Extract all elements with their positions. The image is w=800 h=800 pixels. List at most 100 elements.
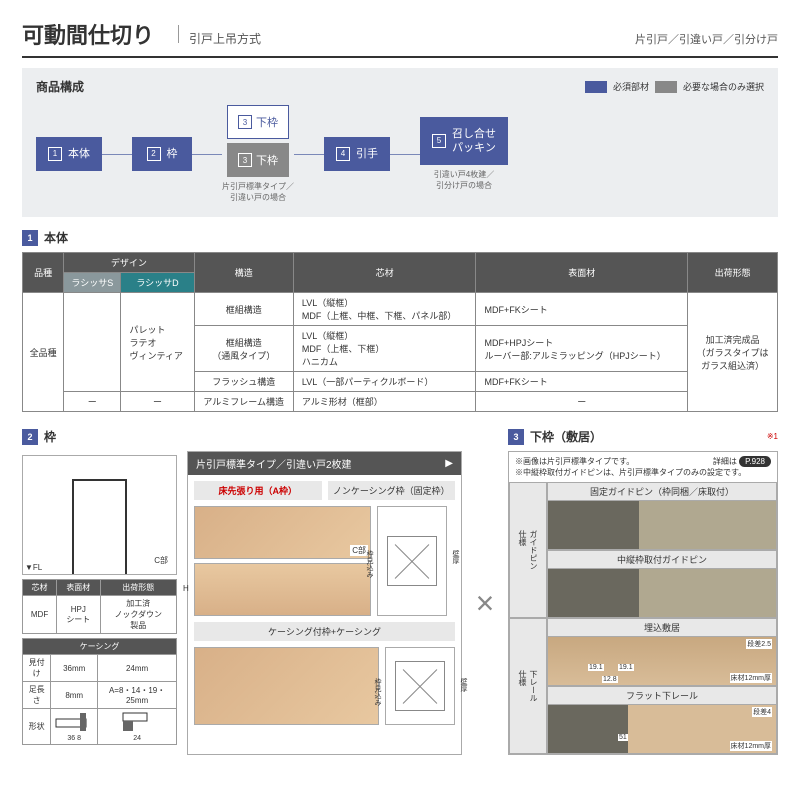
wood-sample-top: C部 [194,506,371,559]
section-2-heading: 2 枠 [22,428,56,445]
th-design: デザイン [64,253,194,273]
composition-heading: 商品構成 [36,78,84,95]
sill-cell-3: 埋込敷居 段差2.5 19.1 19.1 12.8 床材12mm厚 [547,618,777,686]
flow-node-3b: 3下枠 [227,143,289,177]
cell-structure-3: アルミフレーム構造 [194,392,293,412]
page-title: 可動間仕切り [22,18,154,50]
th-structure: 構造 [194,253,293,293]
sill-photo-1 [548,501,776,549]
ref-mark: ※1 [767,432,778,441]
cell-core-3: アルミ形材（框部） [293,392,476,412]
cell-structure-2: フラッシュ構造 [194,372,293,392]
wood-sample-h: H [194,563,371,616]
composition-heading-row: 商品構成 必須部材 必要な場合のみ選択 [36,78,764,95]
spec-table: 品種 デザイン 構造 芯材 表面材 出荷形態 ラシッサS ラシッサD 全品種 パ… [22,252,778,412]
th-design-s: ラシッサS [64,273,121,293]
cell-surface-0: MDF+FKシート [476,293,688,326]
sill-grid: ガイドピン 仕様 固定ガイドピン（枠同梱／床取付） 中縦枠取付ガイドピン 下レー… [509,482,777,754]
door-figure: ▼FL C部 [22,455,177,575]
wood-sample-casing [194,647,379,725]
sill-diagram-4: 段差4 51 床材12mm厚 [548,705,776,753]
header-variants: 片引戸／引違い戸／引分け戸 [635,31,778,47]
rowhead-guidepin: ガイドピン 仕様 [509,482,547,618]
sill-cell-1: 固定ガイドピン（枠同梱／床取付） [547,482,777,550]
mini-table-1: 芯材表面材出荷形態 MDFHPJ シート加工済 ノックダウン 製品 [22,579,177,634]
cell-product: 全品種 [23,293,64,412]
page-ref-pill: P.928 [739,456,771,467]
cell-design-d-dash: ー [121,392,194,412]
cell-core-1: LVL（縦框） MDF（上框、下框） ハニカム [293,326,476,372]
shape-fig-2: 24 [98,709,177,745]
section-num-1: 1 [22,230,38,246]
section-3-heading: 3 下枠（敷居） ※1 [508,428,778,445]
cell-surface-3: ー [476,392,688,412]
section-1-heading: 1 本体 [22,229,778,246]
flow-connector [294,154,324,155]
th-surface: 表面材 [476,253,688,293]
legend-label-optional: 必要な場合のみ選択 [683,80,764,93]
flow-connector [102,154,132,155]
composition-panel: 商品構成 必須部材 必要な場合のみ選択 1本体 2枠 3下枠 3下枠 [22,68,778,217]
sill-diagram-3: 段差2.5 19.1 19.1 12.8 床材12mm厚 [548,637,776,685]
rowhead-rail: 下レール 仕様 [509,618,547,754]
cell-surface-1: MDF+HPJシート ルーバー部:アルミラッピング（HPJシート） [476,326,688,372]
flow-node-2: 2枠 [132,137,192,171]
sill-cell-4: フラット下レール 段差4 51 床材12mm厚 [547,686,777,754]
flow-connector [192,154,222,155]
title-divider [178,25,179,43]
flow-last-note: 引違い戸4枚建／ 引分け戸の場合 [434,169,494,191]
section-num-3: 3 [508,429,524,445]
cell-core-2: LVL（一部パーティクルボード） [293,372,476,392]
mid-panel-header: 片引戸標準タイプ／引違い戸2枚建 ▶ [188,452,461,475]
th-design-d: ラシッサD [121,273,194,293]
cell-design-s-dash: ー [64,392,121,412]
flow-node-5: 5召し合せ パッキン [420,117,508,166]
legend-swatch-required [585,81,607,93]
cell-core-0: LVL（縦框） MDF（上框、中框、下框、パネル部） [293,293,476,326]
cell-structure-1: 框組構造 （通風タイプ） [194,326,293,372]
mid-col2-label: ノンケーシング枠（固定枠） [328,481,456,500]
mid-col1-label: 床先張り用（A枠） [194,481,322,500]
schematic-1: 壁厚枠見込み [377,506,447,616]
legend-label-required: 必須部材 [613,80,649,93]
page-header: 可動間仕切り 引戸上吊方式 片引戸／引違い戸／引分け戸 [22,18,778,58]
flow-branch-note: 片引戸標準タイプ／ 引違い戸の場合 [222,181,294,203]
shape-label: 形状 [23,709,51,745]
mid-col3-label: ケーシング付枠+ケーシング [194,622,455,641]
th-product: 品種 [23,253,64,293]
flow-node-1: 1本体 [36,137,102,171]
mid-panel-title: 片引戸標準タイプ／引違い戸2枚建 [196,456,352,471]
c-label: C部 [154,555,168,566]
th-ship: 出荷形態 [688,253,778,293]
frame-right-col: ※画像は片引戸標準タイプです。 詳細は P.928 ※中縦枠取付ガイドピンは、片… [508,451,778,755]
section-title-2: 枠 [44,428,56,445]
cell-surface-2: MDF+FKシート [476,372,688,392]
sill-cell-2: 中縦枠取付ガイドピン [547,550,777,618]
composition-legend: 必須部材 必要な場合のみ選択 [585,80,764,93]
legend-swatch-optional [655,81,677,93]
sill-photo-2 [548,569,776,617]
chevron-right-icon: ▶ [445,458,453,469]
right-notes: ※画像は片引戸標準タイプです。 詳細は P.928 ※中縦枠取付ガイドピンは、片… [509,452,777,482]
section-num-2: 2 [22,429,38,445]
casing-header: ケーシング [23,639,177,655]
multiply-icon: × [472,451,498,755]
th-core: 芯材 [293,253,476,293]
door-frame-line [72,479,127,574]
cell-structure-0: 框組構造 [194,293,293,326]
cell-ship: 加工済完成品 （ガラスタイプは ガラス組込済） [688,293,778,412]
fl-label: ▼FL [25,563,42,572]
page-subtitle: 引戸上吊方式 [189,30,261,47]
frame-left-col: ▼FL C部 芯材表面材出荷形態 MDFHPJ シート加工済 ノックダウン 製品… [22,451,177,755]
flow-node-4: 4引手 [324,137,390,171]
section-title-1: 本体 [44,229,68,246]
flow-node-3a: 3下枠 [227,105,289,139]
mini-table-casing: ケーシング 見付け36mm24mm 足長さ8mmA=8・14・19・25mm 形… [22,638,177,745]
lower-columns: ▼FL C部 芯材表面材出荷形態 MDFHPJ シート加工済 ノックダウン 製品… [22,451,778,755]
frame-mid-col: 片引戸標準タイプ／引違い戸2枚建 ▶ 床先張り用（A枠） ノンケーシング枠（固定… [187,451,462,755]
section-title-3: 下枠（敷居） [530,428,602,445]
cell-design-s [64,293,121,392]
schematic-2: 壁厚枠見込み [385,647,455,725]
flow-connector [390,154,420,155]
shape-fig-1: 36 8 [51,709,98,745]
